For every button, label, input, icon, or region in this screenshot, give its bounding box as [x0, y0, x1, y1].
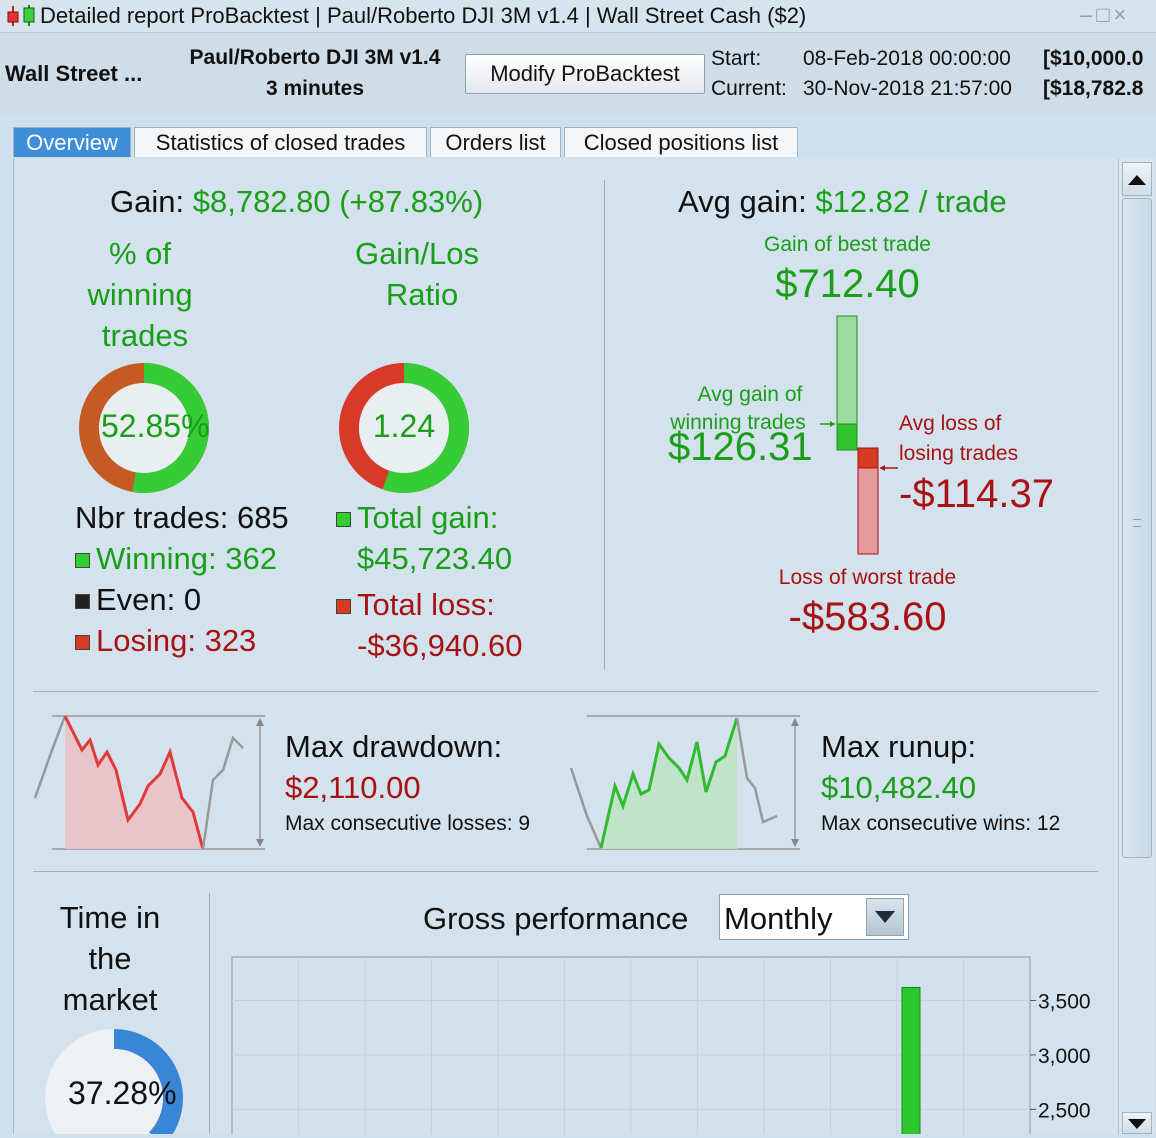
chart-y-axis: 3,500 3,000 2,500: [1030, 991, 1091, 1122]
tab-orders-list[interactable]: Orders list: [430, 127, 561, 157]
winning-pct-value: 52.85%: [101, 408, 210, 444]
drawdown-sparkline: [33, 715, 265, 850]
tab-closed-positions-list[interactable]: Closed positions list: [564, 127, 798, 157]
modify-probacktest-button[interactable]: Modify ProBacktest: [465, 54, 705, 94]
start-date: 08-Feb-2018 00:00:00: [803, 47, 1011, 70]
avg-loss-value: -$114.37: [899, 472, 1054, 516]
total-loss-value: -$36,940.60: [357, 628, 523, 663]
time-in-market-title: Time in the market: [59, 900, 161, 1017]
gl-ratio-donut: [339, 363, 469, 493]
total-gain-value: $45,723.40: [357, 541, 513, 576]
total-loss-label: Total loss:: [336, 587, 495, 623]
performance-bar: [901, 986, 921, 1134]
scroll-up-arrow-icon[interactable]: [1122, 162, 1152, 196]
chart-grid: [232, 957, 1030, 1134]
gain-value: $8,782.80: [192, 184, 331, 219]
gl-ratio-title: Gain/Los Ratio: [354, 236, 480, 312]
y-tick-label: 2,500: [1038, 1099, 1091, 1122]
red-square-icon: [75, 635, 90, 651]
timeframe: 3 minutes: [265, 77, 365, 100]
avg-gain-label: Avg gain:: [678, 184, 807, 219]
runup-sparkline: [569, 715, 800, 850]
tab-overview[interactable]: Overview: [13, 127, 131, 157]
best-trade-value: $712.40: [775, 262, 920, 306]
section-divider: [604, 180, 605, 670]
winning-pct-donut: [79, 363, 209, 493]
avg-win-label: Avg gain of winning trades: [670, 383, 806, 434]
gl-ratio-value: 1.24: [372, 408, 436, 444]
grip-icon: [1133, 519, 1141, 527]
worst-trade-label: Loss of worst trade: [778, 566, 957, 589]
vertical-scrollbar[interactable]: [1118, 158, 1155, 1134]
scroll-thumb[interactable]: [1122, 198, 1152, 858]
y-tick-label: 3,500: [1038, 991, 1091, 1014]
instrument-name: Wall Street ...: [5, 61, 143, 86]
maximize-button[interactable]: □: [1096, 2, 1114, 27]
scroll-down-arrow-icon[interactable]: [1122, 1112, 1152, 1134]
losing-count: Losing: 323: [75, 623, 256, 659]
period-select[interactable]: Monthly: [719, 894, 909, 940]
red-square-icon: [336, 599, 351, 615]
winning-count: Winning: 362: [75, 541, 277, 577]
max-runup-label: Max runup:: [821, 729, 977, 764]
current-capital: [$18,782.8: [1043, 77, 1144, 100]
time-in-market-donut: [45, 1029, 183, 1134]
candlestick-app-icon: [7, 5, 35, 26]
close-button[interactable]: ×: [1113, 2, 1131, 27]
gross-performance-chart: 3,500 3,000 2,500: [231, 956, 1091, 1134]
time-in-market-value: 37.28%: [68, 1075, 177, 1111]
y-tick-label: 3,000: [1038, 1045, 1091, 1068]
window-title: Detailed report ProBacktest | Paul/Rober…: [40, 3, 807, 28]
minimize-button[interactable]: –: [1080, 2, 1097, 27]
avg-win-value: $126.31: [668, 425, 813, 469]
max-consecutive-losses: Max consecutive losses: 9: [285, 812, 531, 835]
avg-loss-label: Avg loss of losing trades: [899, 412, 1019, 465]
trade-range-bars: [820, 315, 898, 555]
gain-label: Gain:: [110, 184, 185, 219]
title-bar: Detailed report ProBacktest | Paul/Rober…: [0, 0, 1156, 33]
max-runup-value: $10,482.40: [821, 770, 977, 805]
even-count: Even: 0: [75, 582, 201, 618]
avg-gain-value: $12.82 / trade: [815, 184, 1007, 219]
start-label: Start:: [711, 47, 762, 70]
green-square-icon: [75, 553, 90, 569]
dropdown-chevron-icon[interactable]: [866, 898, 904, 936]
tab-statistics-closed-trades[interactable]: Statistics of closed trades: [134, 127, 427, 157]
chart-bars: [901, 986, 921, 1134]
nbr-trades: Nbr trades: 685: [75, 500, 289, 535]
gross-performance-label: Gross performance: [423, 901, 689, 936]
period-select-value: Monthly: [724, 901, 833, 936]
avg-gain-summary: Avg gain: $12.82 / trade: [678, 184, 1007, 220]
black-square-icon: [75, 594, 90, 610]
max-drawdown-value: $2,110.00: [285, 770, 421, 805]
gain-percent: (+87.83%): [339, 184, 484, 219]
winning-pct-title: % of winning trades: [87, 236, 193, 353]
total-gain-label: Total gain:: [336, 500, 498, 536]
section-divider: [33, 871, 1098, 872]
worst-trade-value: -$583.60: [788, 595, 947, 639]
best-trade-label: Gain of best trade: [764, 233, 931, 256]
max-drawdown-label: Max drawdown:: [285, 729, 503, 764]
max-consecutive-wins: Max consecutive wins: 12: [821, 812, 1061, 835]
green-square-icon: [336, 512, 351, 528]
system-name: Paul/Roberto DJI 3M v1.4: [189, 46, 441, 69]
gain-summary: Gain: $8,782.80 (+87.83%): [110, 184, 483, 220]
start-capital: [$10,000.0: [1043, 47, 1144, 70]
section-divider: [33, 691, 1098, 692]
current-label: Current:: [711, 77, 787, 100]
section-divider: [209, 893, 210, 1134]
current-date: 30-Nov-2018 21:57:00: [803, 77, 1012, 100]
